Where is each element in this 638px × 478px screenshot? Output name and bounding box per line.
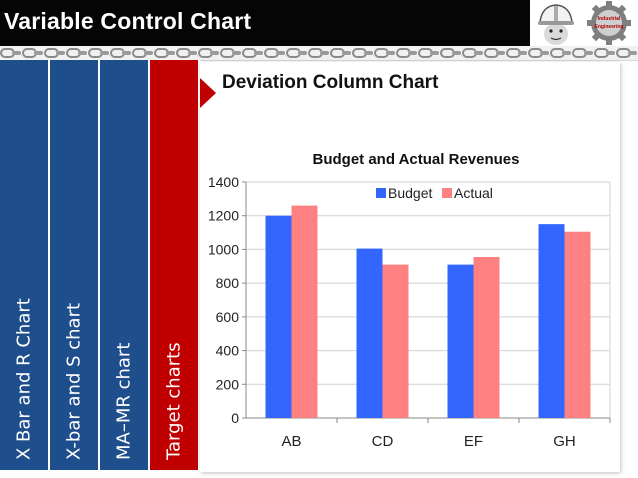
bar-actual-ef bbox=[473, 257, 500, 418]
legend-swatch-actual bbox=[442, 188, 452, 198]
bar-budget-ef bbox=[447, 264, 474, 418]
bar-actual-ab bbox=[291, 205, 318, 418]
legend-label-actual: Actual bbox=[454, 185, 493, 201]
y-tick-label: 400 bbox=[216, 343, 240, 359]
logo-area: Industrial Engineering bbox=[530, 0, 638, 46]
tab-label: MA–MR chart bbox=[113, 342, 135, 460]
y-tick-label: 1200 bbox=[208, 208, 239, 224]
y-tick-label: 200 bbox=[216, 376, 240, 392]
tab-ma-mr-chart[interactable]: MA–MR chart bbox=[100, 60, 150, 470]
x-tick-label: CD bbox=[372, 433, 394, 450]
bar-budget-gh bbox=[538, 224, 565, 418]
tab-target-charts[interactable]: Target charts bbox=[150, 60, 200, 470]
y-tick-label: 1400 bbox=[208, 174, 239, 190]
legend-label-budget: Budget bbox=[388, 185, 432, 201]
y-tick-label: 800 bbox=[216, 275, 240, 291]
x-tick-label: EF bbox=[464, 433, 483, 450]
tab-x-bar-r-chart[interactable]: X Bar and R Chart bbox=[0, 60, 50, 470]
bar-budget-cd bbox=[356, 248, 383, 418]
bar-actual-cd bbox=[382, 264, 409, 418]
revenue-bar-chart: Budget and Actual Revenues 0 200 400 600 800… bbox=[208, 151, 611, 450]
tab-label: X-bar and S chart bbox=[63, 302, 85, 460]
page-title: Variable Control Chart bbox=[4, 8, 252, 34]
y-tick-label: 0 bbox=[231, 410, 239, 426]
tab-label: Target charts bbox=[163, 342, 185, 460]
legend-swatch-budget bbox=[376, 188, 386, 198]
y-tick-label: 1000 bbox=[208, 241, 239, 257]
chart-title: Budget and Actual Revenues bbox=[313, 151, 520, 168]
tab-label: X Bar and R Chart bbox=[13, 298, 35, 460]
x-tick-label: GH bbox=[553, 433, 576, 450]
y-tick-label: 600 bbox=[216, 309, 240, 325]
logo-text-2: Engineering bbox=[595, 24, 624, 30]
helmet-icon bbox=[532, 1, 580, 45]
x-tick-label: AB bbox=[281, 433, 301, 450]
tab-x-bar-s-chart[interactable]: X-bar and S chart bbox=[50, 60, 100, 470]
panel-title: Deviation Column Chart bbox=[222, 72, 439, 93]
logo-text-1: Industrial bbox=[598, 16, 621, 22]
active-tab-pointer bbox=[200, 78, 216, 108]
gear-icon: Industrial Engineering bbox=[587, 1, 631, 45]
bar-budget-ab bbox=[265, 215, 292, 418]
chain-border bbox=[0, 46, 638, 61]
bar-actual-gh bbox=[564, 231, 591, 418]
header-bar: Variable Control Chart bbox=[0, 0, 638, 46]
